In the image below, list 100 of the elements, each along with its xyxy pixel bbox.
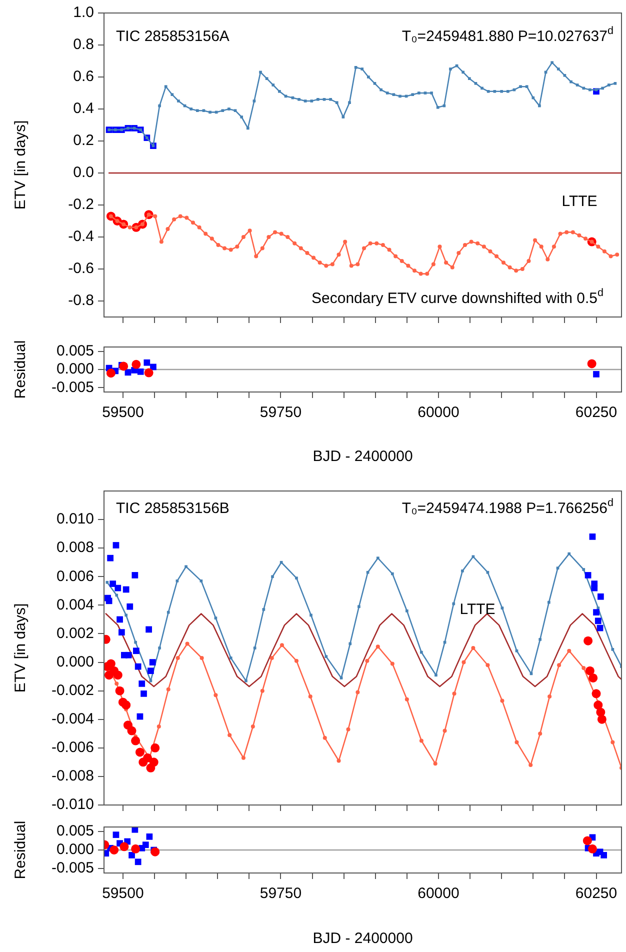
point bbox=[376, 556, 380, 560]
point bbox=[132, 572, 138, 578]
annotation: LTTE bbox=[562, 193, 598, 210]
point bbox=[142, 842, 149, 848]
point bbox=[146, 833, 153, 840]
point bbox=[588, 844, 597, 854]
point bbox=[528, 763, 533, 768]
point bbox=[500, 698, 504, 703]
x-tick-label: 60250 bbox=[575, 404, 618, 422]
y-tick-label: -0.002 bbox=[51, 682, 94, 699]
point bbox=[143, 753, 152, 762]
point bbox=[310, 614, 312, 617]
point bbox=[567, 648, 572, 653]
y-tick-label: -0.6 bbox=[68, 260, 94, 278]
y-tick-label: 0.000 bbox=[56, 360, 94, 378]
point bbox=[404, 697, 409, 702]
point bbox=[128, 852, 135, 858]
point bbox=[200, 656, 204, 660]
point bbox=[106, 580, 109, 584]
point bbox=[137, 368, 144, 375]
point bbox=[125, 652, 132, 658]
point bbox=[471, 646, 476, 650]
point bbox=[122, 586, 130, 593]
point bbox=[176, 580, 179, 582]
point bbox=[548, 600, 550, 604]
point bbox=[366, 570, 370, 574]
y-tick-label: -0.8 bbox=[68, 292, 94, 310]
point bbox=[280, 643, 284, 648]
point bbox=[229, 656, 232, 660]
y-tick-label: -0.005 bbox=[51, 378, 94, 396]
y-tick-label: 0.000 bbox=[56, 653, 94, 670]
point bbox=[557, 663, 562, 668]
point bbox=[594, 618, 602, 624]
x-tick-label: 59750 bbox=[260, 404, 302, 422]
point bbox=[348, 642, 352, 646]
point bbox=[322, 736, 327, 740]
y-axis-title: Residual bbox=[12, 820, 30, 880]
point bbox=[134, 640, 137, 644]
point bbox=[241, 756, 246, 760]
point bbox=[106, 659, 116, 668]
point bbox=[244, 679, 248, 682]
point bbox=[132, 827, 138, 833]
point bbox=[452, 692, 456, 696]
point bbox=[134, 663, 142, 670]
point bbox=[452, 602, 456, 606]
point bbox=[127, 726, 136, 736]
point bbox=[390, 662, 394, 666]
point bbox=[184, 565, 188, 568]
point bbox=[110, 580, 116, 587]
point bbox=[514, 740, 519, 744]
point bbox=[113, 670, 122, 680]
point bbox=[148, 668, 154, 674]
y-tick-label: -0.005 bbox=[51, 860, 94, 877]
y-tick-label: 0.005 bbox=[56, 822, 94, 840]
y-tick-label: 0.008 bbox=[56, 539, 94, 556]
point bbox=[228, 733, 232, 738]
y-tick-label: -0.2 bbox=[68, 196, 94, 214]
y-tick-label: 0.002 bbox=[56, 624, 94, 642]
point bbox=[115, 686, 124, 696]
point bbox=[114, 584, 122, 592]
annotation: TIC 285853156A bbox=[116, 28, 230, 46]
point bbox=[597, 593, 604, 600]
point bbox=[106, 368, 116, 378]
point bbox=[106, 598, 112, 604]
y-tick-label: 0.004 bbox=[56, 596, 94, 614]
point bbox=[591, 584, 598, 592]
point bbox=[486, 570, 490, 574]
point bbox=[582, 836, 592, 846]
point bbox=[131, 844, 140, 854]
annotation: TIC 285853156B bbox=[116, 500, 230, 518]
point bbox=[515, 649, 518, 652]
point bbox=[587, 359, 596, 368]
point bbox=[114, 682, 119, 686]
x-tick-label: 59500 bbox=[102, 404, 144, 422]
point bbox=[250, 724, 255, 728]
y-axis-title: ETV [in days] bbox=[12, 603, 30, 693]
y-tick-label: 0.8 bbox=[73, 36, 94, 54]
point bbox=[176, 656, 180, 660]
point bbox=[146, 626, 152, 633]
x-tick-label: 60000 bbox=[418, 885, 460, 902]
y-tick-label: 0.000 bbox=[56, 841, 94, 858]
point bbox=[110, 846, 119, 854]
point bbox=[200, 580, 203, 582]
point bbox=[112, 832, 120, 838]
point bbox=[214, 616, 218, 620]
point bbox=[585, 666, 594, 676]
y-tick-label: 0.6 bbox=[73, 68, 94, 86]
point bbox=[112, 542, 120, 548]
point bbox=[131, 736, 140, 746]
point bbox=[262, 608, 266, 611]
point bbox=[500, 606, 504, 610]
point bbox=[336, 758, 341, 763]
point bbox=[462, 660, 466, 664]
point bbox=[600, 852, 608, 858]
point bbox=[548, 694, 552, 699]
point bbox=[324, 655, 328, 658]
point bbox=[592, 689, 601, 698]
y-tick-label: 0.005 bbox=[56, 342, 94, 360]
point bbox=[294, 658, 298, 663]
point bbox=[391, 572, 394, 576]
